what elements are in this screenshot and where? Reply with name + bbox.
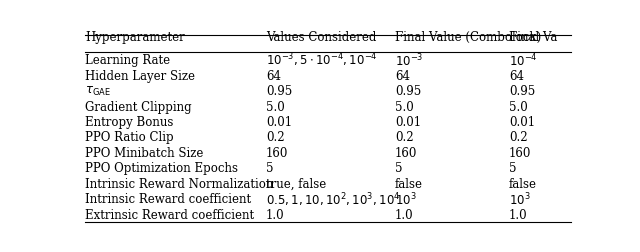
Text: Final Value (Combolock): Final Value (Combolock) bbox=[395, 31, 541, 44]
Text: $10^{-3}, 5 \cdot 10^{-4}, 10^{-4}$: $10^{-3}, 5 \cdot 10^{-4}, 10^{-4}$ bbox=[266, 51, 378, 69]
Text: Intrinsic Reward Normalization: Intrinsic Reward Normalization bbox=[85, 177, 273, 190]
Text: false: false bbox=[395, 177, 423, 190]
Text: Extrinsic Reward coefficient: Extrinsic Reward coefficient bbox=[85, 208, 254, 221]
Text: 0.2: 0.2 bbox=[509, 131, 527, 144]
Text: $0.5, 1, 10, 10^{2}, 10^{3}, 10^{4}$: $0.5, 1, 10, 10^{2}, 10^{3}, 10^{4}$ bbox=[266, 191, 401, 208]
Text: $10^{-3}$: $10^{-3}$ bbox=[395, 52, 424, 69]
Text: 0.01: 0.01 bbox=[266, 115, 292, 129]
Text: $10^{-4}$: $10^{-4}$ bbox=[509, 52, 538, 69]
Text: PPO Minibatch Size: PPO Minibatch Size bbox=[85, 146, 204, 159]
Text: false: false bbox=[509, 177, 537, 190]
Text: 0.95: 0.95 bbox=[266, 85, 292, 98]
Text: Values Considered: Values Considered bbox=[266, 31, 376, 44]
Text: 1.0: 1.0 bbox=[395, 208, 413, 221]
Text: 0.01: 0.01 bbox=[395, 115, 421, 129]
Text: 0.95: 0.95 bbox=[509, 85, 535, 98]
Text: Final Va: Final Va bbox=[509, 31, 557, 44]
Text: Learning Rate: Learning Rate bbox=[85, 54, 170, 67]
Text: 1.0: 1.0 bbox=[266, 208, 285, 221]
Text: PPO Ratio Clip: PPO Ratio Clip bbox=[85, 131, 173, 144]
Text: 64: 64 bbox=[266, 69, 281, 82]
Text: $\tau_{\mathrm{GAE}}$: $\tau_{\mathrm{GAE}}$ bbox=[85, 85, 111, 98]
Text: 160: 160 bbox=[395, 146, 417, 159]
Text: Hyperparameter: Hyperparameter bbox=[85, 31, 185, 44]
Text: 5.0: 5.0 bbox=[266, 100, 285, 113]
Text: Entropy Bonus: Entropy Bonus bbox=[85, 115, 173, 129]
Text: true, false: true, false bbox=[266, 177, 326, 190]
Text: 5: 5 bbox=[509, 162, 516, 175]
Text: 0.2: 0.2 bbox=[395, 131, 413, 144]
Text: 5: 5 bbox=[266, 162, 273, 175]
Text: 5.0: 5.0 bbox=[395, 100, 413, 113]
Text: 160: 160 bbox=[509, 146, 531, 159]
Text: $10^{3}$: $10^{3}$ bbox=[509, 191, 531, 207]
Text: 160: 160 bbox=[266, 146, 289, 159]
Text: 64: 64 bbox=[509, 69, 524, 82]
Text: 1.0: 1.0 bbox=[509, 208, 527, 221]
Text: 0.95: 0.95 bbox=[395, 85, 421, 98]
Text: PPO Optimization Epochs: PPO Optimization Epochs bbox=[85, 162, 238, 175]
Text: 0.2: 0.2 bbox=[266, 131, 285, 144]
Text: 64: 64 bbox=[395, 69, 410, 82]
Text: 5.0: 5.0 bbox=[509, 100, 528, 113]
Text: $10^{3}$: $10^{3}$ bbox=[395, 191, 417, 207]
Text: 5: 5 bbox=[395, 162, 403, 175]
Text: Intrinsic Reward coefficient: Intrinsic Reward coefficient bbox=[85, 193, 251, 206]
Text: 0.01: 0.01 bbox=[509, 115, 535, 129]
Text: Gradient Clipping: Gradient Clipping bbox=[85, 100, 191, 113]
Text: Hidden Layer Size: Hidden Layer Size bbox=[85, 69, 195, 82]
